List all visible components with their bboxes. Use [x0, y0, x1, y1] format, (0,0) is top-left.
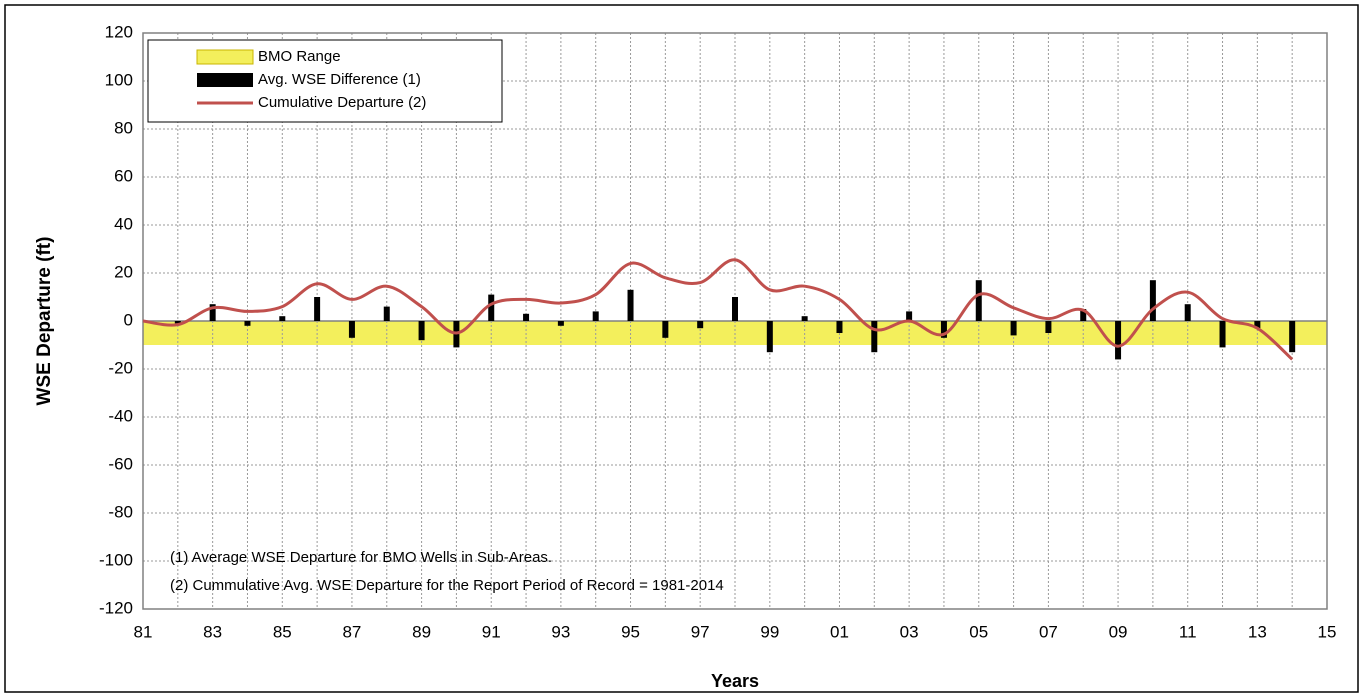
y-tick-label: 20 [114, 262, 133, 281]
bar [174, 321, 181, 324]
x-tick-label: 95 [621, 622, 640, 641]
bar [871, 321, 878, 353]
x-tick-label: 87 [342, 622, 361, 641]
x-tick-label: 13 [1248, 622, 1267, 641]
y-tick-label: -20 [108, 358, 133, 377]
x-tick-label: 01 [830, 622, 849, 641]
bar [1010, 321, 1017, 336]
bar [801, 316, 808, 321]
x-tick-label: 93 [551, 622, 570, 641]
x-tick-label: 07 [1039, 622, 1058, 641]
legend-label: Avg. WSE Difference (1) [258, 71, 421, 88]
x-tick-label: 85 [273, 622, 292, 641]
y-axis-label: WSE Departure (ft) [34, 237, 55, 406]
bar [592, 311, 599, 321]
x-tick-label: 09 [1109, 622, 1128, 641]
bar [418, 321, 425, 341]
y-tick-label: 60 [114, 166, 133, 185]
bar [627, 289, 634, 321]
x-tick-label: 15 [1318, 622, 1337, 641]
bar [1254, 321, 1261, 329]
y-tick-label: -40 [108, 406, 133, 425]
bar [1289, 321, 1296, 353]
y-tick-label: -100 [99, 550, 133, 569]
legend-label: Cumulative Departure (2) [258, 94, 426, 111]
bar [244, 321, 251, 326]
bar [1149, 280, 1156, 321]
x-tick-label: 11 [1179, 622, 1197, 641]
legend-swatch [196, 49, 254, 65]
bar [662, 321, 669, 338]
bar [1115, 321, 1122, 360]
bar [975, 280, 982, 321]
x-axis-label: Years [711, 671, 759, 691]
bar [1219, 321, 1226, 348]
x-tick-label: 91 [482, 622, 501, 641]
bar [766, 321, 773, 353]
bar [1080, 309, 1087, 321]
y-tick-label: -80 [108, 502, 133, 521]
y-tick-label: 100 [105, 70, 133, 89]
y-tick-label: 40 [114, 214, 133, 233]
bar [209, 304, 216, 321]
bar [314, 297, 321, 321]
bar [836, 321, 843, 333]
bar [940, 321, 947, 338]
x-tick-label: 83 [203, 622, 222, 641]
y-tick-label: 80 [114, 118, 133, 137]
line [142, 258, 1294, 361]
bar [697, 321, 704, 329]
bar [348, 321, 355, 338]
annotation: (1) Average WSE Departure for BMO Wells … [170, 549, 552, 566]
bar [279, 316, 286, 321]
y-tick-label: 0 [124, 310, 133, 329]
bar [906, 311, 913, 321]
y-tick-label: -60 [108, 454, 133, 473]
annotation: (2) Cummulative Avg. WSE Departure for t… [170, 577, 724, 594]
x-tick-label: 97 [691, 622, 710, 641]
bar [1184, 304, 1191, 321]
legend-label: BMO Range [258, 48, 341, 65]
x-tick-label: 99 [760, 622, 779, 641]
legend-swatch [197, 73, 253, 87]
x-tick-label: 81 [134, 622, 153, 641]
y-tick-label: -120 [99, 598, 133, 617]
bar [383, 306, 390, 321]
bar [732, 297, 738, 321]
x-tick-label: 03 [900, 622, 919, 641]
bar [1045, 321, 1052, 333]
bar [557, 321, 564, 326]
bar [488, 294, 495, 321]
bar [523, 313, 530, 321]
x-tick-label: 89 [412, 622, 431, 641]
x-tick-label: 05 [969, 622, 988, 641]
y-tick-label: 120 [105, 22, 133, 41]
